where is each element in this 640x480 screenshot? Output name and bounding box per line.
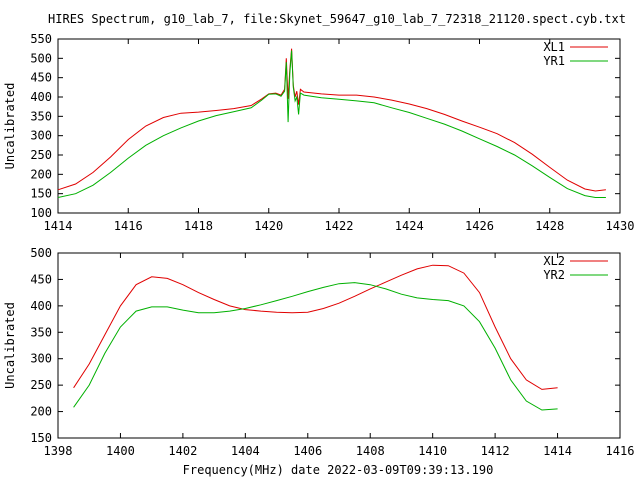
series-line-xl2: [73, 264, 558, 390]
x-tick-label: 1404: [231, 444, 260, 458]
y-tick-label: 500: [30, 246, 52, 260]
y-tick-label: 350: [30, 325, 52, 339]
y-tick-label: 450: [30, 272, 52, 286]
bottom-spectrum-panel: 1398 1400 1402 1404 1406 1408 1410 1412 1414 1416…: [3, 246, 634, 458]
y-tick-label: 450: [30, 71, 52, 85]
y-tick-label: 100: [30, 206, 52, 220]
y-tick-label: 200: [30, 405, 52, 419]
x-tick-label: 1414: [44, 219, 73, 233]
x-tick-label: 1402: [168, 444, 197, 458]
series-line-xl1: [57, 48, 606, 192]
y-tick-label: 400: [30, 90, 52, 104]
x-tick-label: 1418: [184, 219, 213, 233]
y-tick-label: 150: [30, 187, 52, 201]
x-tick-label: 1424: [395, 219, 424, 233]
x-tick-label: 1410: [418, 444, 447, 458]
plot-frame: [57, 252, 621, 439]
top-spectrum-panel: 1414 1416 1418 1420 1422 1424 1426 1428 1430 100 1…: [3, 32, 634, 233]
x-tick-label: 1416: [606, 444, 635, 458]
y-tick-label: 550: [30, 32, 52, 46]
x-tick-label: 1422: [325, 219, 354, 233]
y-tick-label: 200: [30, 167, 52, 181]
y-tick-label: 500: [30, 51, 52, 65]
x-tick-label: 1400: [106, 444, 135, 458]
series-line-yr1: [57, 50, 606, 198]
y-tick-label: 250: [30, 148, 52, 162]
y-tick-label: 150: [30, 431, 52, 445]
x-tick-label: 1420: [254, 219, 283, 233]
x-tick-label: 1408: [356, 444, 385, 458]
x-tick-label: 1430: [606, 219, 635, 233]
y-tick-label: 350: [30, 109, 52, 123]
figure-title: HIRES Spectrum, g10_lab_7, file:Skynet_5…: [48, 12, 626, 26]
y-axis-label: Uncalibrated: [3, 302, 17, 389]
y-tick-label: 300: [30, 129, 52, 143]
y-tick-label: 400: [30, 299, 52, 313]
plot-frame: [57, 38, 621, 214]
x-tick-label: 1426: [465, 219, 494, 233]
x-tick-label: 1412: [481, 444, 510, 458]
y-axis-label: Uncalibrated: [3, 83, 17, 170]
series-line-yr2: [73, 282, 558, 411]
legend-label-yr1: YR1: [543, 54, 565, 68]
legend-label-yr2: YR2: [543, 268, 565, 282]
x-axis-label: Frequency(MHz) date 2022-03-09T09:39:13.…: [183, 463, 494, 477]
legend-label-xl2: XL2: [543, 254, 565, 268]
x-tick-label: 1428: [535, 219, 564, 233]
x-tick-label: 1398: [44, 444, 73, 458]
y-tick-label: 250: [30, 378, 52, 392]
x-tick-label: 1414: [543, 444, 572, 458]
x-tick-label: 1406: [293, 444, 322, 458]
y-tick-label: 300: [30, 352, 52, 366]
legend-label-xl1: XL1: [543, 40, 565, 54]
x-tick-label: 1416: [114, 219, 143, 233]
